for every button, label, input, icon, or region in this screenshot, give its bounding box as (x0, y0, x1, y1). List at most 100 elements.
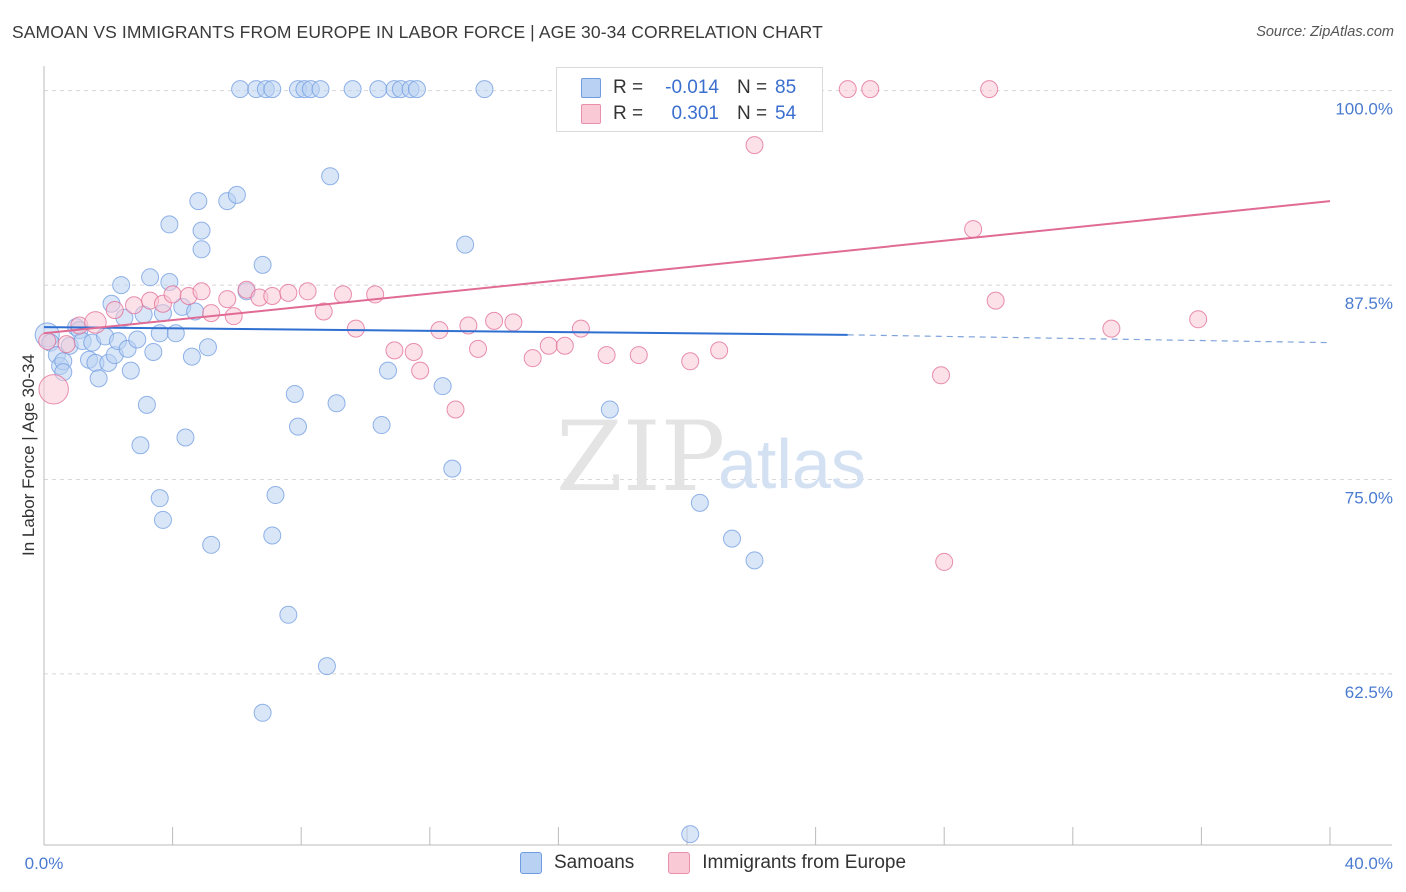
point-samoans (198, 338, 217, 357)
point-samoans (285, 384, 304, 403)
source-credit: Source: ZipAtlas.com (1256, 24, 1394, 40)
point-samoans (372, 416, 391, 435)
gridlines (44, 90, 1392, 675)
correlation-legend: R = -0.014 N = 85 R = 0.301 N = 54 (556, 67, 823, 132)
point-immigrants (192, 282, 211, 301)
point-samoans (150, 489, 169, 508)
point-immigrants (1189, 310, 1208, 329)
point-samoans (137, 395, 156, 414)
point-samoans (263, 80, 282, 99)
legend-swatch-immigrants (668, 852, 691, 874)
point-samoans (379, 361, 398, 380)
point-samoans (176, 428, 195, 447)
point-immigrants (446, 400, 465, 419)
legend-n-label: N = (737, 77, 768, 98)
point-immigrants (980, 80, 999, 99)
point-samoans (89, 369, 108, 388)
legend-n-label: N = (737, 103, 768, 124)
legend-n-value: 85 (775, 77, 797, 98)
point-samoans (253, 703, 272, 722)
point-samoans (253, 255, 272, 274)
point-immigrants (986, 291, 1005, 310)
point-samoans (311, 80, 330, 99)
point-immigrants (571, 319, 590, 338)
point-samoans (131, 436, 150, 455)
y-tick-label: 62.5% (1345, 683, 1393, 702)
axes (43, 66, 1392, 846)
point-immigrants (838, 80, 857, 99)
point-immigrants (629, 346, 648, 365)
trendline-samoans-extension (847, 334, 1331, 344)
point-immigrants (523, 349, 542, 368)
point-immigrants (346, 319, 365, 338)
point-samoans (690, 493, 709, 512)
legend-label-samoans: Samoans (554, 852, 635, 873)
point-samoans (227, 185, 246, 204)
point-samoans (723, 529, 742, 548)
point-immigrants (710, 341, 729, 360)
y-tick-label: 75.0% (1345, 488, 1393, 507)
point-immigrants (555, 336, 574, 355)
point-samoans (681, 825, 700, 844)
point-samoans (266, 486, 285, 505)
point-samoans (231, 80, 250, 99)
point-immigrants (1102, 319, 1121, 338)
legend-swatch-immigrants (581, 104, 601, 124)
point-samoans (745, 551, 764, 570)
point-samoans (343, 80, 362, 99)
point-immigrants (224, 307, 243, 326)
point-samoans (369, 80, 388, 99)
point-immigrants (539, 336, 558, 355)
legend-swatch-samoans (581, 78, 601, 98)
legend-item-samoans[interactable]: Samoans (520, 852, 634, 874)
watermark: ZIP atlas (556, 401, 866, 513)
legend-n-value: 54 (775, 103, 797, 124)
point-immigrants (163, 285, 182, 304)
point-samoans (407, 80, 426, 99)
point-samoans (475, 80, 494, 99)
point-samoans (160, 215, 179, 234)
point-samoans (128, 330, 147, 349)
point-immigrants (935, 552, 954, 571)
point-immigrants (279, 283, 298, 302)
point-samoans (263, 526, 282, 545)
point-immigrants (681, 352, 700, 371)
point-immigrants (385, 341, 404, 360)
legend-r-label: R = (613, 103, 644, 124)
x-tick-label: 40.0% (1345, 854, 1393, 873)
point-samoans (600, 400, 619, 419)
point-samoans (144, 342, 163, 361)
point-immigrants (333, 285, 352, 304)
point-immigrants (861, 80, 880, 99)
trendline-immigrants (43, 200, 1331, 335)
series-legend: Samoans Immigrants from Europe (520, 852, 940, 874)
point-immigrants (931, 366, 950, 385)
legend-r-label: R = (613, 77, 644, 98)
y-tick-label: 87.5% (1345, 294, 1393, 313)
point-immigrants (964, 220, 983, 239)
point-immigrants (459, 316, 478, 335)
legend-item-immigrants[interactable]: Immigrants from Europe (668, 852, 906, 874)
point-immigrants (263, 286, 282, 305)
point-samoans (443, 459, 462, 478)
point-samoans (189, 192, 208, 211)
point-immigrants (202, 304, 221, 323)
point-immigrants (411, 361, 430, 380)
y-tick-label: 100.0% (1335, 100, 1393, 119)
point-immigrants (314, 302, 333, 321)
legend-swatch-samoans (520, 852, 542, 874)
chart-title: SAMOAN VS IMMIGRANTS FROM EUROPE IN LABO… (12, 22, 823, 42)
point-samoans (456, 235, 475, 254)
point-samoans (317, 657, 336, 676)
trendline-samoans (43, 326, 848, 336)
point-immigrants (105, 300, 124, 319)
point-immigrants (597, 346, 616, 365)
point-samoans (192, 221, 211, 240)
point-immigrants (404, 342, 423, 361)
point-samoans (202, 535, 221, 554)
point-immigrants (57, 335, 76, 354)
point-immigrants (298, 282, 317, 301)
point-samoans (321, 167, 340, 186)
point-samoans (153, 510, 172, 529)
point-samoans (327, 394, 346, 413)
